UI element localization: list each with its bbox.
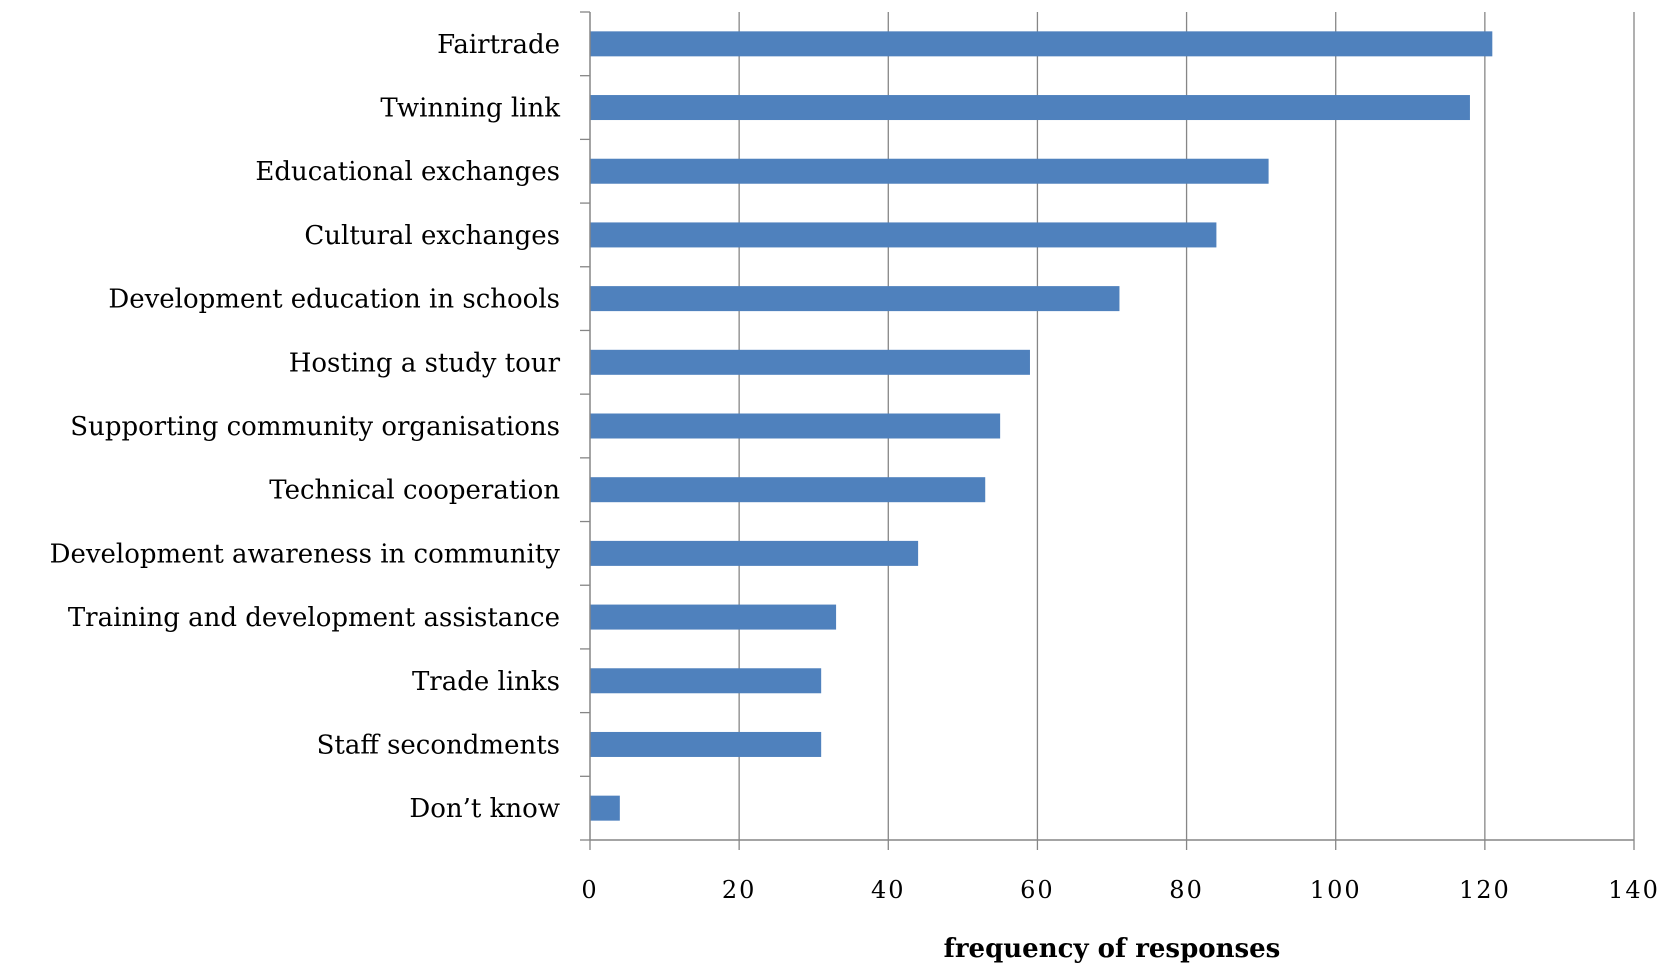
- bar: [590, 349, 1030, 375]
- bar: [590, 477, 986, 503]
- bar: [590, 604, 837, 630]
- category-label: Development education in schools: [108, 285, 560, 315]
- category-label: Cultural exchanges: [304, 221, 560, 251]
- category-label: Training and development assistance: [68, 603, 560, 633]
- x-tick-label: 20: [722, 876, 757, 904]
- category-label: Don’t know: [409, 794, 560, 824]
- category-label: Fairtrade: [437, 30, 560, 60]
- category-label: Educational exchanges: [255, 157, 560, 187]
- grid-lines: [738, 12, 1635, 840]
- bar: [590, 95, 1470, 121]
- bar: [590, 795, 620, 821]
- x-tick-label: 120: [1459, 876, 1511, 904]
- bar: [590, 31, 1493, 57]
- bar: [590, 731, 822, 757]
- bar: [590, 158, 1269, 184]
- category-label: Supporting community organisations: [70, 412, 560, 442]
- x-tick-labels: 0 20 40 60 80 100 120 140: [581, 876, 1660, 904]
- category-label: Hosting a study tour: [289, 348, 561, 378]
- x-tick-label: 60: [1020, 876, 1055, 904]
- bar: [590, 286, 1120, 312]
- bar: [590, 413, 1001, 439]
- x-tick-label: 80: [1169, 876, 1204, 904]
- x-axis-title: frequency of responses: [944, 934, 1281, 964]
- x-tick-label: 0: [581, 876, 598, 904]
- x-tick-label: 100: [1310, 876, 1362, 904]
- bars: [590, 31, 1493, 821]
- category-label: Development awareness in community: [50, 539, 561, 569]
- bar: [590, 540, 919, 566]
- category-labels: Fairtrade Twinning link Educational exchan…: [50, 30, 561, 824]
- x-tick-label: 40: [871, 876, 906, 904]
- x-tick-label: 140: [1608, 876, 1660, 904]
- category-label: Twinning link: [380, 94, 560, 124]
- category-label: Technical cooperation: [269, 476, 560, 506]
- axes: [580, 11, 1635, 850]
- bar: [590, 222, 1217, 248]
- category-label: Staff secondments: [317, 730, 560, 760]
- category-label: Trade links: [412, 667, 560, 697]
- bar: [590, 668, 822, 694]
